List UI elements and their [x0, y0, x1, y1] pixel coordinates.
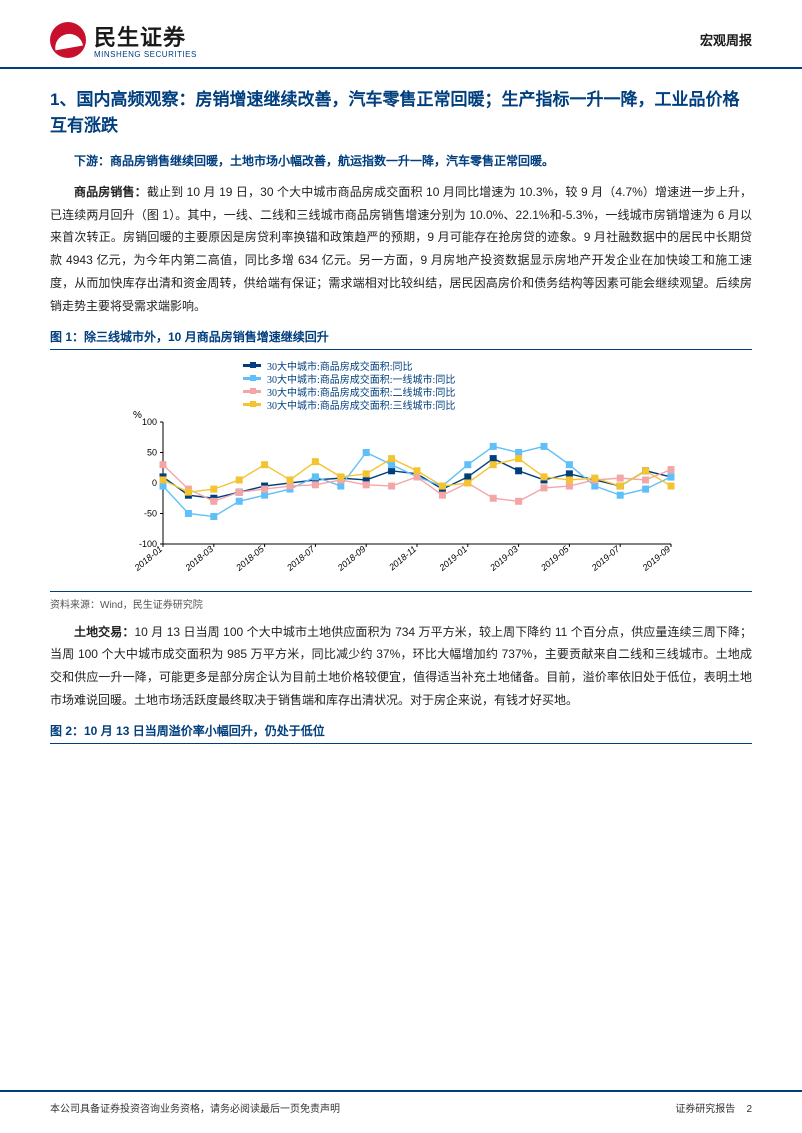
svg-text:2019-09: 2019-09: [640, 543, 672, 573]
svg-text:0: 0: [152, 478, 157, 488]
company-logo-icon: [50, 22, 86, 58]
page-content: 1、国内高频观察：房销增速继续改善，汽车零售正常回暖；生产指标一升一降，工业品价…: [0, 69, 802, 1090]
paragraph-2: 土地交易：10 月 13 日当周 100 个大中城市土地供应面积为 734 万平…: [50, 621, 752, 712]
svg-text:2019-07: 2019-07: [589, 543, 622, 573]
svg-text:2018-07: 2018-07: [284, 543, 317, 573]
svg-text:50: 50: [147, 447, 157, 457]
svg-text:2018-03: 2018-03: [183, 543, 215, 573]
svg-text:30大中城市:商品房成交面积:三线城市:同比: 30大中城市:商品房成交面积:三线城市:同比: [267, 399, 455, 412]
svg-text:2019-03: 2019-03: [487, 543, 519, 573]
footer-report-label: 证券研究报告: [675, 1104, 735, 1115]
svg-text:2018-11: 2018-11: [386, 543, 418, 572]
logo-text-cn: 民生证券: [94, 20, 197, 52]
section-title: 1、国内高频观察：房销增速继续改善，汽车零售正常回暖；生产指标一升一降，工业品价…: [50, 87, 752, 138]
footer-right: 证券研究报告 2: [675, 1100, 752, 1115]
footer-disclaimer: 本公司具备证券投资咨询业务资格，请务必阅读最后一页免责声明: [50, 1100, 340, 1115]
logo-text-en: MINSHENG SECURITIES: [94, 50, 197, 59]
svg-text:2018-05: 2018-05: [233, 543, 266, 573]
page-header: 民生证券 MINSHENG SECURITIES 宏观周报: [0, 0, 802, 69]
header-report-type: 宏观周报: [700, 30, 752, 49]
para2-body: 10 月 13 日当周 100 个大中城市土地供应面积为 734 万平方米，较上…: [50, 625, 752, 707]
svg-text:30大中城市:商品房成交面积:二线城市:同比: 30大中城市:商品房成交面积:二线城市:同比: [267, 386, 455, 399]
svg-text:30大中城市:商品房成交面积:同比: 30大中城市:商品房成交面积:同比: [267, 360, 413, 373]
paragraph-1: 商品房销售：截止到 10 月 19 日，30 个大中城市商品房成交面积 10 月…: [50, 181, 752, 318]
para1-body: 截止到 10 月 19 日，30 个大中城市商品房成交面积 10 月同比增速为 …: [50, 185, 752, 313]
page-footer: 本公司具备证券投资咨询业务资格，请务必阅读最后一页免责声明 证券研究报告 2: [0, 1090, 802, 1133]
chart-1-svg: 30大中城市:商品房成交面积:同比30大中城市:商品房成交面积:一线城市:同比3…: [121, 356, 681, 586]
footer-page-number: 2: [746, 1104, 752, 1115]
figure-1-chart: 30大中城市:商品房成交面积:同比30大中城市:商品房成交面积:一线城市:同比3…: [121, 356, 681, 591]
svg-text:-50: -50: [144, 508, 157, 518]
para1-lead: 商品房销售：: [74, 185, 147, 199]
svg-text:2019-05: 2019-05: [538, 543, 571, 573]
figure-2-title: 图 2：10 月 13 日当周溢价率小幅回升，仍处于低位: [50, 722, 752, 744]
svg-text:100: 100: [142, 417, 157, 427]
svg-text:2018-09: 2018-09: [335, 543, 367, 573]
svg-text:30大中城市:商品房成交面积:一线城市:同比: 30大中城市:商品房成交面积:一线城市:同比: [267, 373, 455, 386]
para2-lead: 土地交易：: [74, 625, 134, 639]
subhead: 下游：商品房销售继续回暖，土地市场小幅改善，航运指数一升一降，汽车零售正常回暖。: [50, 150, 752, 173]
figure-1-title: 图 1：除三线城市外，10 月商品房销售增速继续回升: [50, 328, 752, 350]
figure-1-source: 资料来源：Wind，民生证券研究院: [50, 591, 752, 611]
svg-text:2019-01: 2019-01: [437, 543, 469, 573]
svg-text:%: %: [133, 410, 142, 421]
logo-block: 民生证券 MINSHENG SECURITIES: [50, 20, 197, 59]
